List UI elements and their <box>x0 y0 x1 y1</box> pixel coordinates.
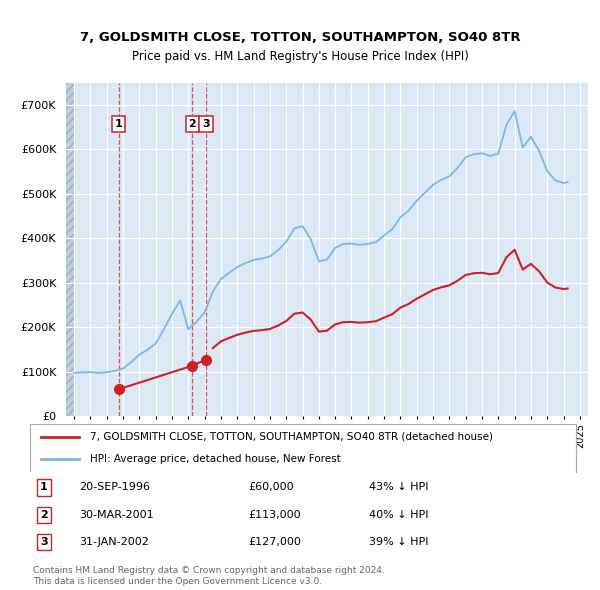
Text: This data is licensed under the Open Government Licence v3.0.: This data is licensed under the Open Gov… <box>33 577 322 586</box>
Text: 1: 1 <box>40 483 47 493</box>
Text: 20-SEP-1996: 20-SEP-1996 <box>79 483 150 493</box>
Text: 43% ↓ HPI: 43% ↓ HPI <box>368 483 428 493</box>
Text: 2: 2 <box>188 119 196 129</box>
Text: 31-JAN-2002: 31-JAN-2002 <box>79 537 149 547</box>
Text: £113,000: £113,000 <box>248 510 301 520</box>
Text: Price paid vs. HM Land Registry's House Price Index (HPI): Price paid vs. HM Land Registry's House … <box>131 50 469 63</box>
Text: 7, GOLDSMITH CLOSE, TOTTON, SOUTHAMPTON, SO40 8TR (detached house): 7, GOLDSMITH CLOSE, TOTTON, SOUTHAMPTON,… <box>90 432 493 442</box>
Text: £60,000: £60,000 <box>248 483 294 493</box>
Text: 2: 2 <box>40 510 47 520</box>
Text: £127,000: £127,000 <box>248 537 301 547</box>
Text: 30-MAR-2001: 30-MAR-2001 <box>79 510 154 520</box>
Text: 1: 1 <box>115 119 122 129</box>
Text: 40% ↓ HPI: 40% ↓ HPI <box>368 510 428 520</box>
Text: HPI: Average price, detached house, New Forest: HPI: Average price, detached house, New … <box>90 454 341 464</box>
Bar <box>66 83 74 416</box>
Text: 39% ↓ HPI: 39% ↓ HPI <box>368 537 428 547</box>
Text: 3: 3 <box>40 537 47 547</box>
Text: Contains HM Land Registry data © Crown copyright and database right 2024.: Contains HM Land Registry data © Crown c… <box>33 566 385 575</box>
Text: 3: 3 <box>202 119 210 129</box>
Text: 7, GOLDSMITH CLOSE, TOTTON, SOUTHAMPTON, SO40 8TR: 7, GOLDSMITH CLOSE, TOTTON, SOUTHAMPTON,… <box>80 31 520 44</box>
